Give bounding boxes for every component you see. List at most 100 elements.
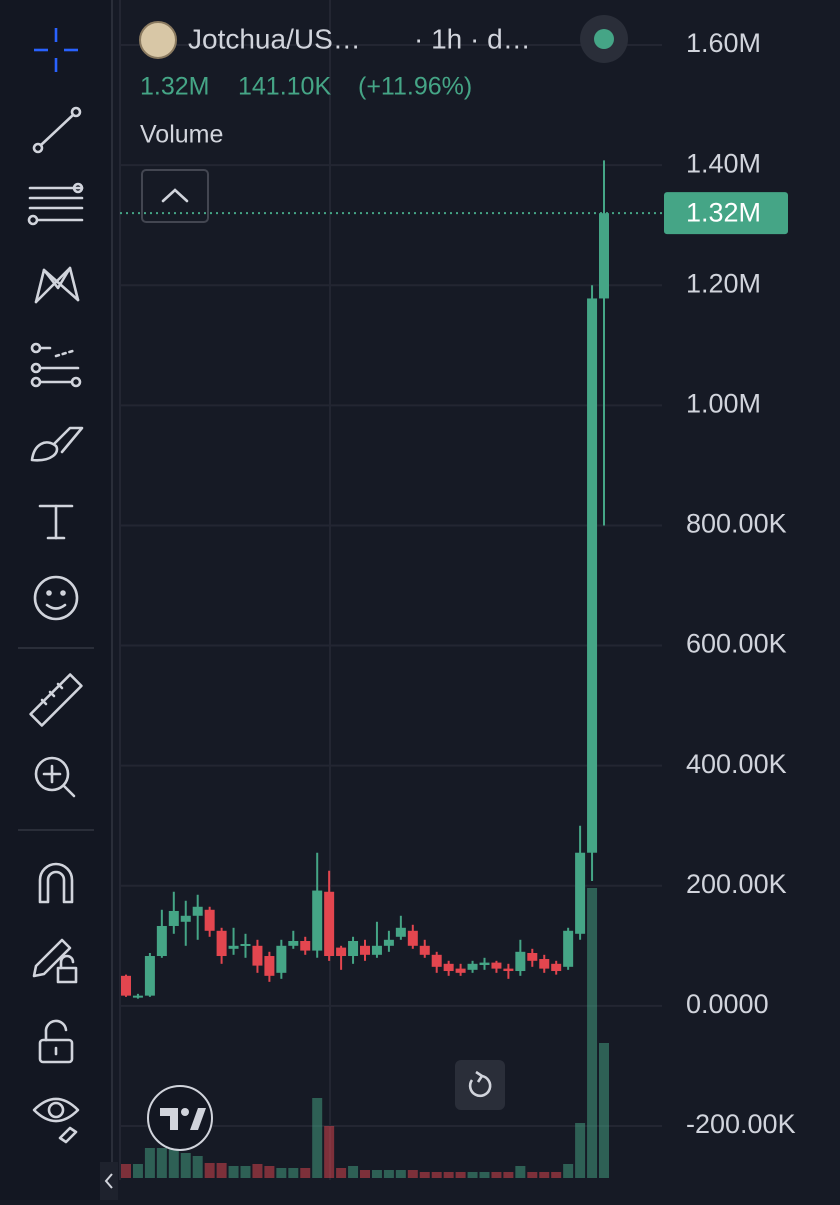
candle-body [383, 939, 394, 946]
candle-body [539, 959, 550, 969]
candle-body [599, 213, 609, 299]
symbol-name[interactable]: Jotchua/US… [188, 23, 361, 54]
candle-body [121, 975, 131, 996]
volume-bar [276, 1168, 287, 1178]
legend-close: 1.32M [140, 73, 209, 101]
volume-bar [371, 1170, 382, 1178]
volume-bar [491, 1172, 502, 1178]
text-tool[interactable] [38, 504, 74, 540]
volume-bar [121, 1164, 131, 1178]
candle-body [300, 940, 311, 951]
y-tick-label: 800.00K [686, 509, 787, 539]
reset-button[interactable] [455, 1060, 505, 1110]
toolbar [0, 0, 112, 1200]
volume-bar [216, 1163, 227, 1178]
forecast-tool[interactable] [30, 342, 82, 388]
volume-bar [395, 1170, 406, 1178]
indicator-name: Volume [140, 121, 223, 149]
y-tick-label: -200.00K [686, 1109, 796, 1139]
volume-bar [168, 1148, 179, 1178]
candle-body [192, 906, 203, 916]
candle-body [527, 953, 538, 961]
candle-body [371, 945, 382, 955]
candle-body [503, 968, 514, 972]
volume-bar [443, 1172, 454, 1178]
volume-bar [144, 1148, 155, 1178]
candle-body [156, 925, 167, 957]
y-tick-label: 1.20M [686, 268, 761, 298]
volume-bar [515, 1166, 526, 1178]
visibility-tool[interactable] [32, 1097, 80, 1144]
magnet-tool[interactable] [38, 862, 74, 904]
volume-bar [180, 1153, 191, 1178]
toolbar-toggle[interactable] [100, 1162, 118, 1200]
volume-bar [360, 1170, 370, 1178]
volume-bar [539, 1172, 550, 1178]
symbol-avatar [139, 21, 177, 59]
legend-change-percent: (+11.96%) [358, 73, 472, 101]
lock-tool[interactable] [38, 1019, 74, 1064]
brush-tool[interactable] [30, 426, 84, 462]
plot [121, 160, 609, 1178]
collapse-button[interactable] [141, 169, 209, 223]
candle-body [240, 944, 251, 946]
y-tick-label: 600.00K [686, 629, 787, 659]
lock-drawings-tool[interactable] [32, 938, 78, 984]
volume-bar [324, 1126, 335, 1178]
candle-body [276, 945, 287, 973]
volume-bar [575, 1123, 586, 1178]
volume-bar [156, 1148, 167, 1178]
volume-bar [264, 1166, 275, 1178]
volume-bar [503, 1172, 514, 1178]
last-price-label: 1.32M [686, 197, 761, 227]
y-tick-label: 200.00K [686, 869, 787, 899]
volume-bar [431, 1172, 442, 1178]
candle-body [228, 945, 239, 949]
candle-body [216, 930, 227, 957]
crosshair-tool[interactable] [34, 28, 78, 72]
candle-body [407, 930, 418, 946]
volume-bar [407, 1170, 418, 1178]
volume-bar [288, 1168, 299, 1178]
y-tick-label: 0.0000 [686, 989, 769, 1019]
candle-body [419, 945, 430, 955]
y-tick-label: 1.40M [686, 148, 761, 178]
status-dot [594, 29, 614, 49]
volume-bar [336, 1168, 347, 1178]
volume-bar [551, 1172, 562, 1178]
tradingview-logo[interactable] [147, 1085, 213, 1151]
candle-body [144, 956, 155, 996]
candle-body [443, 963, 454, 972]
candle-body [288, 940, 299, 946]
volume-bar [312, 1098, 323, 1178]
candle-body [168, 910, 179, 926]
candle-body [551, 963, 562, 972]
candle-body [431, 954, 442, 967]
volume-bar [132, 1164, 143, 1178]
volume-bar [300, 1168, 311, 1178]
candle-body [204, 909, 215, 931]
candle-body [132, 995, 143, 998]
zoom-tool[interactable] [34, 756, 76, 798]
ruler-tool[interactable] [29, 673, 83, 727]
y-tick-label: 1.60M [686, 28, 761, 58]
pattern-tool[interactable] [34, 266, 80, 304]
candle-body [180, 915, 191, 922]
last-price-badge [664, 192, 788, 235]
candle-body [515, 951, 526, 972]
interval[interactable]: · 1h · d… [414, 23, 531, 54]
volume-bar [348, 1166, 359, 1178]
candle-body [348, 940, 359, 957]
legend-change: 141.10K [238, 73, 331, 101]
candle-body [455, 968, 466, 973]
volume-bar [587, 888, 598, 1178]
volume-bar [467, 1172, 478, 1178]
trend-line-tool[interactable] [32, 106, 82, 154]
emoji-tool[interactable] [33, 575, 79, 621]
y-tick-label: 400.00K [686, 749, 787, 779]
volume-bar [599, 1043, 609, 1178]
volume-bar [419, 1172, 430, 1178]
fib-tool[interactable] [27, 182, 84, 226]
candle-body [264, 956, 275, 976]
